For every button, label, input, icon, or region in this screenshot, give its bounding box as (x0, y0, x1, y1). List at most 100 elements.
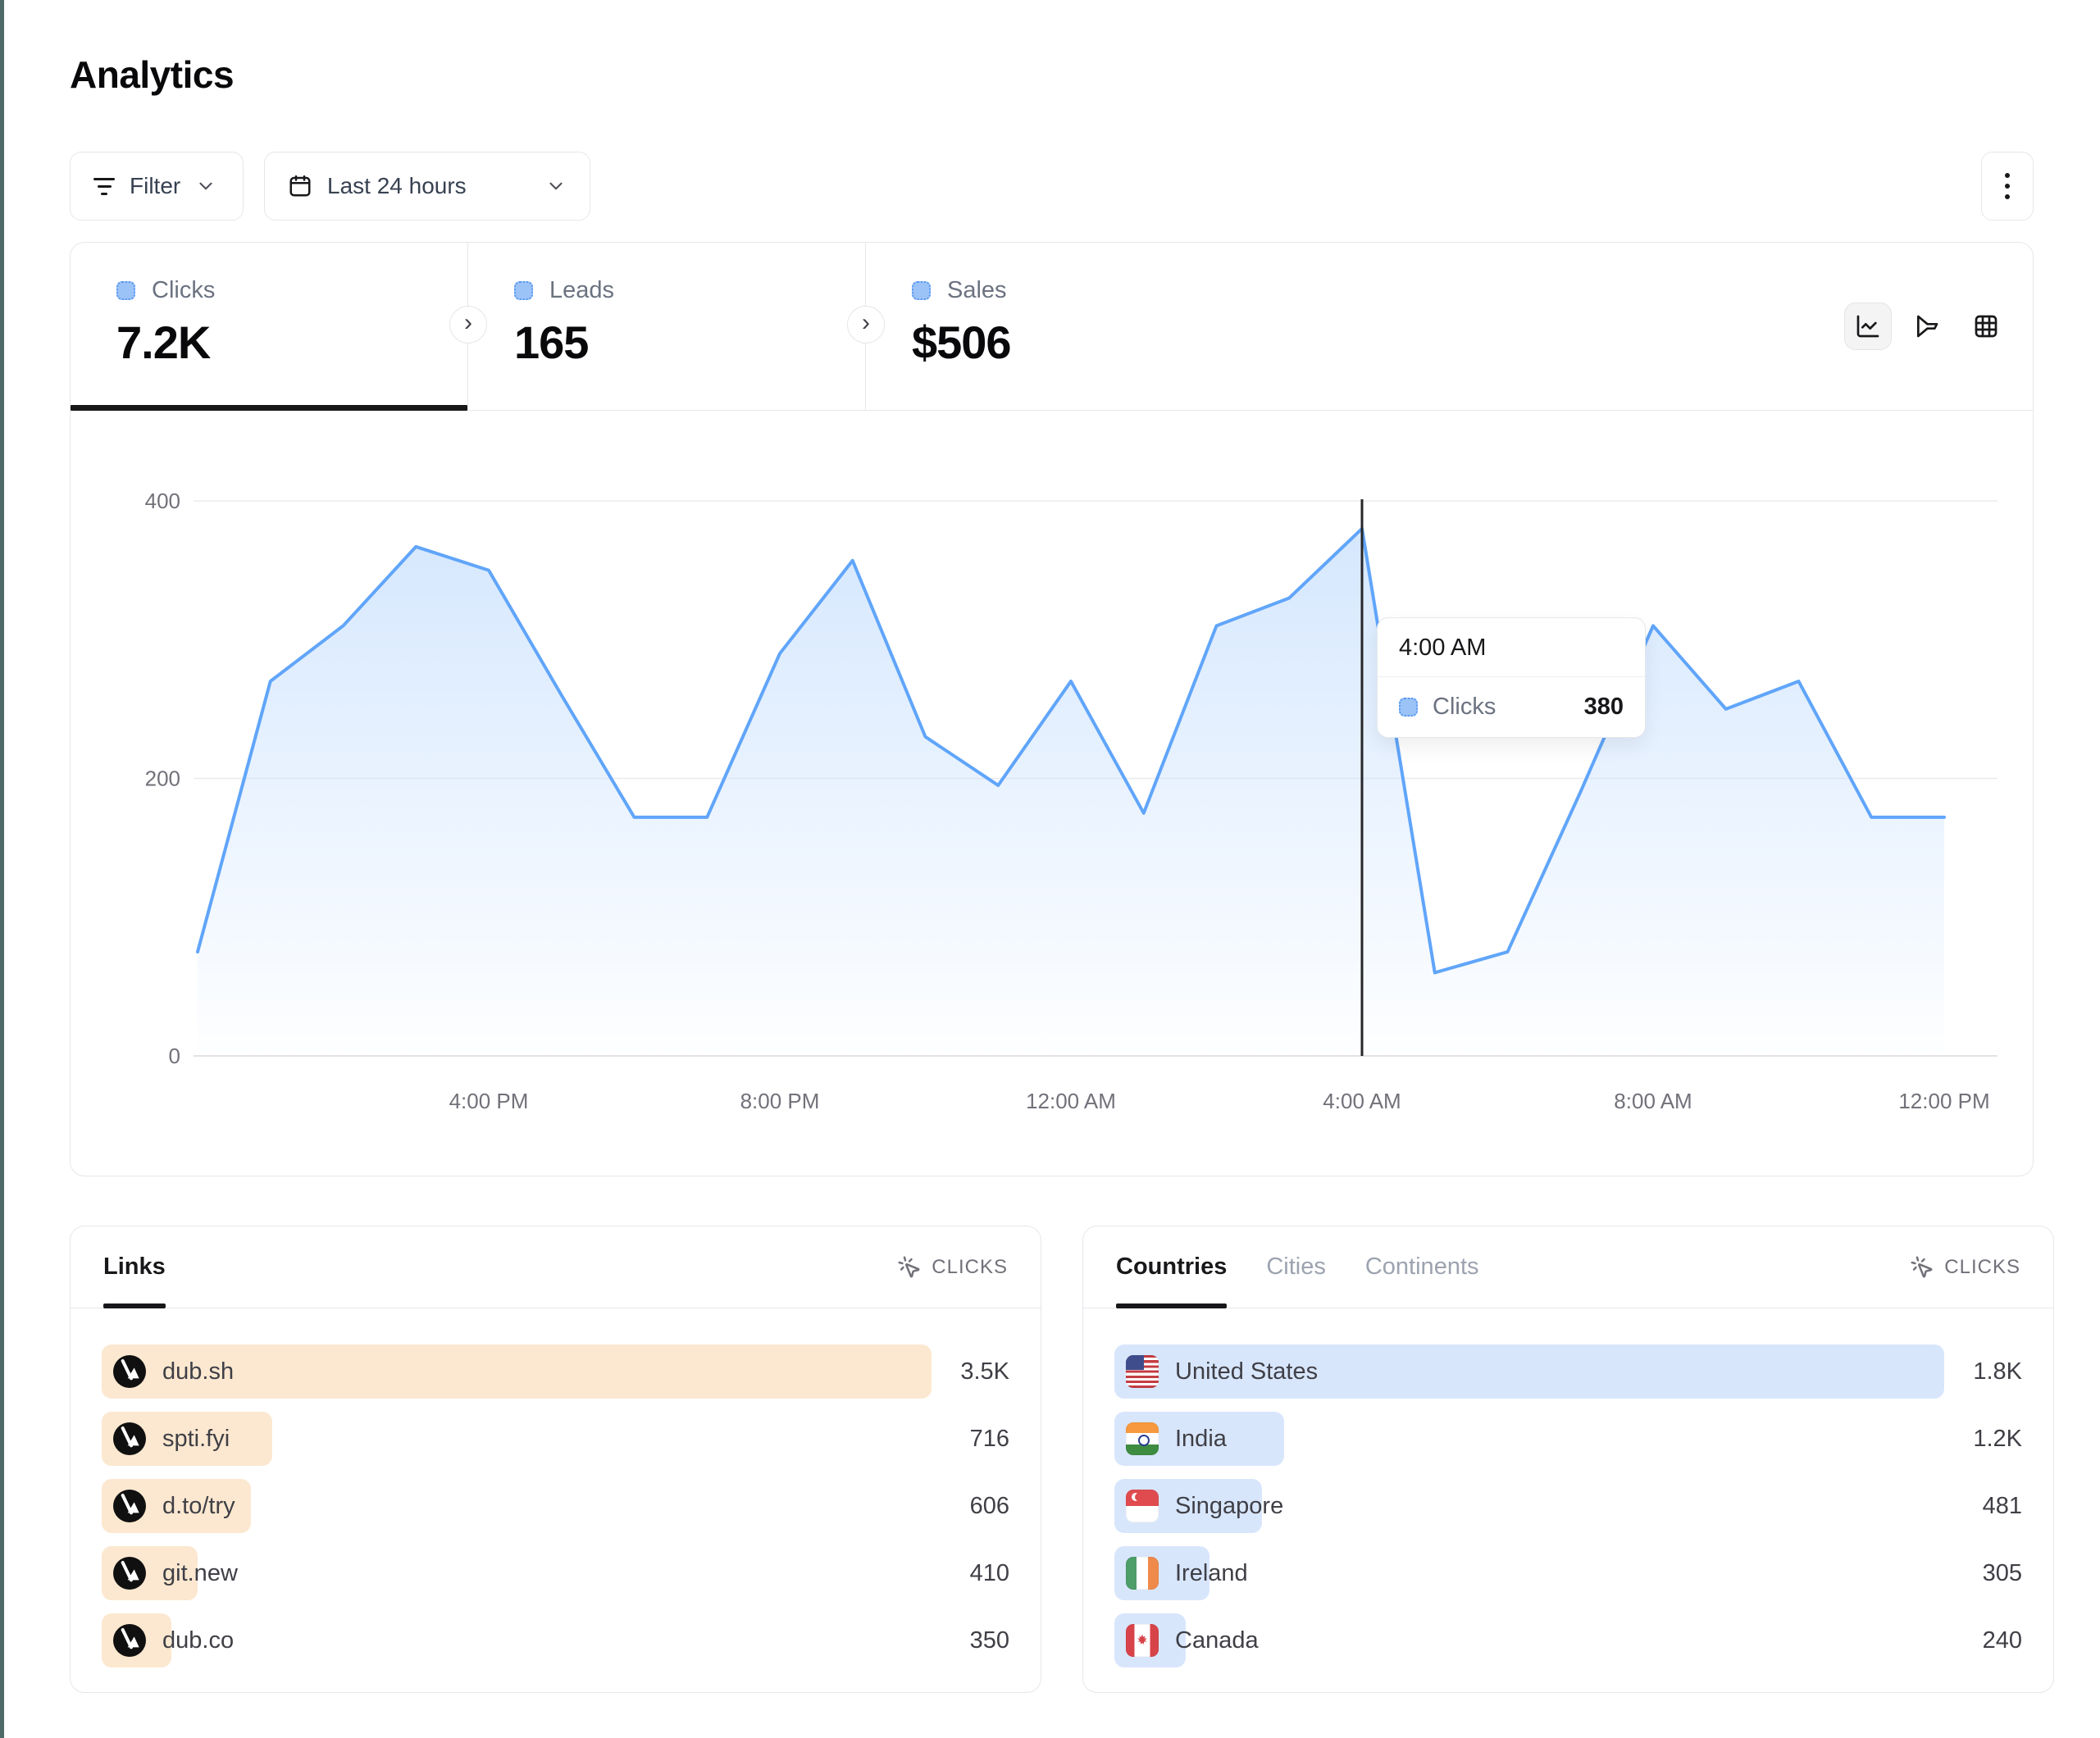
funnel-view-button[interactable] (1903, 303, 1951, 350)
sales-marker-icon (912, 281, 931, 300)
tooltip-series-label: Clicks (1433, 694, 1496, 720)
link-row[interactable]: spti.fyi 716 (102, 1412, 1009, 1466)
country-label: India (1175, 1425, 1227, 1452)
tab-countries[interactable]: Countries (1116, 1226, 1228, 1308)
link-row[interactable]: d.to/try 606 (102, 1479, 1009, 1533)
link-row[interactable]: dub.co 350 (102, 1613, 1009, 1667)
link-count: 606 (969, 1492, 1009, 1519)
link-label: d.to/try (162, 1492, 235, 1519)
y-axis-tick: 400 (145, 489, 180, 513)
clicks-chart-svg[interactable]: 0 200 400 4:00 PM 8:00 PM 12:00 AM 4:00 AM 8:00… (71, 411, 2034, 1177)
country-count: 305 (1982, 1559, 2022, 1586)
link-count: 410 (969, 1559, 1009, 1586)
links-metric-label: CLICKS (932, 1255, 1008, 1278)
us-flag-icon (1126, 1355, 1159, 1388)
country-row[interactable]: Singapore 481 (1114, 1479, 2022, 1533)
x-axis-tick: 8:00 AM (1614, 1089, 1692, 1113)
stat-label: Sales (947, 277, 1007, 303)
country-count: 240 (1982, 1627, 2022, 1654)
tab-clicks[interactable]: Clicks 7.2K (71, 243, 468, 411)
country-row[interactable]: Canada 240 (1114, 1613, 2022, 1667)
stat-value: 165 (514, 316, 589, 368)
table-view-button[interactable] (1962, 303, 2010, 350)
chevron-down-icon (549, 182, 563, 190)
country-row[interactable]: India 1.2K (1114, 1412, 2022, 1466)
tab-continents[interactable]: Continents (1364, 1253, 1479, 1280)
page-title: Analytics (70, 53, 235, 96)
tab-sales[interactable]: Sales $506 (866, 243, 1264, 410)
tab-leads[interactable]: Leads 165 (468, 243, 866, 410)
leads-marker-icon (514, 281, 533, 300)
in-flag-icon (1126, 1422, 1159, 1455)
filter-button-label: Filter (130, 173, 181, 198)
link-label: dub.sh (162, 1358, 235, 1385)
link-count: 3.5K (960, 1358, 1009, 1385)
more-options-button[interactable] (1981, 152, 2034, 221)
country-label: Singapore (1175, 1492, 1284, 1519)
countries-list: United States 1.8K India 1.2K Singapore 481 Ir… (1114, 1344, 2022, 1681)
country-row[interactable]: Ireland 305 (1114, 1546, 2022, 1600)
chart-view-toggles (1844, 303, 2010, 350)
link-label: git.new (162, 1559, 238, 1586)
mouse-pointer-click-icon (898, 1256, 920, 1277)
filter-icon (93, 177, 115, 195)
tooltip-series-marker-icon (1399, 698, 1418, 717)
line-chart-icon (1856, 315, 1879, 338)
x-axis-tick: 4:00 PM (449, 1089, 529, 1113)
tooltip-time: 4:00 AM (1378, 618, 1645, 677)
expand-clicks-chevron-button[interactable] (449, 306, 487, 344)
clicks-chart[interactable]: 0 200 400 4:00 PM 8:00 PM 12:00 AM 4:00 AM 8:00… (71, 411, 2034, 1177)
dub-logo-icon (113, 1624, 146, 1657)
chevron-down-icon (199, 182, 212, 190)
analytics-page: Analytics Filter Last 24 hours Clicks 7.… (70, 0, 2054, 1738)
funnel-icon (1917, 315, 1938, 338)
chart-tooltip: 4:00 AM Clicks 380 (1377, 617, 1646, 738)
dub-logo-icon (113, 1490, 146, 1522)
area-fill (198, 528, 1944, 1056)
country-count: 481 (1982, 1492, 2022, 1519)
countries-metric-button[interactable]: CLICKS (1910, 1226, 2020, 1308)
sg-flag-icon (1126, 1490, 1159, 1522)
mouse-pointer-click-icon (1911, 1256, 1933, 1277)
link-bar (102, 1344, 932, 1399)
links-metric-button[interactable]: CLICKS (897, 1226, 1008, 1308)
ie-flag-icon (1126, 1557, 1159, 1590)
x-axis-tick: 12:00 PM (1898, 1089, 1989, 1113)
link-count: 350 (969, 1627, 1009, 1654)
y-axis-tick: 200 (145, 767, 180, 791)
filter-button[interactable]: Filter (70, 152, 244, 221)
country-label: Ireland (1175, 1559, 1248, 1586)
tooltip-value: 380 (1583, 694, 1624, 720)
window-edge-stripe (0, 0, 4, 1738)
x-axis-tick: 4:00 AM (1323, 1089, 1401, 1113)
tab-links[interactable]: Links (103, 1226, 166, 1308)
expand-leads-chevron-button[interactable] (847, 306, 885, 344)
dub-logo-icon (113, 1557, 146, 1590)
country-row[interactable]: United States 1.8K (1114, 1344, 2022, 1399)
links-list: dub.sh 3.5K spti.fyi 716 d.to/try 606 git.new 4… (102, 1344, 1009, 1681)
link-row[interactable]: dub.sh 3.5K (102, 1344, 1009, 1399)
stat-value: 7.2K (116, 316, 211, 368)
link-label: dub.co (162, 1627, 235, 1654)
stat-label: Leads (549, 277, 615, 303)
country-count: 1.8K (1973, 1358, 2022, 1385)
link-label: spti.fyi (162, 1425, 230, 1452)
calendar-icon (289, 175, 311, 197)
x-axis-tick: 12:00 AM (1026, 1089, 1116, 1113)
date-range-button[interactable]: Last 24 hours (264, 152, 590, 221)
clicks-marker-icon (116, 281, 135, 300)
kebab-menu-icon (2005, 173, 2010, 199)
countries-panel-header: Countries Cities Continents CLICKS (1083, 1226, 2053, 1308)
clicks-series-line (196, 526, 1946, 975)
line-chart-view-button[interactable] (1844, 303, 1892, 350)
analytics-card: Clicks 7.2K Leads 165 Sales $506 (70, 242, 2034, 1176)
country-label: United States (1175, 1358, 1319, 1385)
country-count: 1.2K (1973, 1425, 2022, 1452)
dub-logo-icon (113, 1422, 146, 1455)
link-count: 716 (969, 1425, 1009, 1452)
date-range-label: Last 24 hours (327, 173, 467, 198)
link-row[interactable]: git.new 410 (102, 1546, 1009, 1600)
stats-tabs: Clicks 7.2K Leads 165 Sales $506 (71, 243, 2033, 411)
stat-label: Clicks (152, 277, 216, 303)
tab-cities[interactable]: Cities (1266, 1253, 1326, 1280)
